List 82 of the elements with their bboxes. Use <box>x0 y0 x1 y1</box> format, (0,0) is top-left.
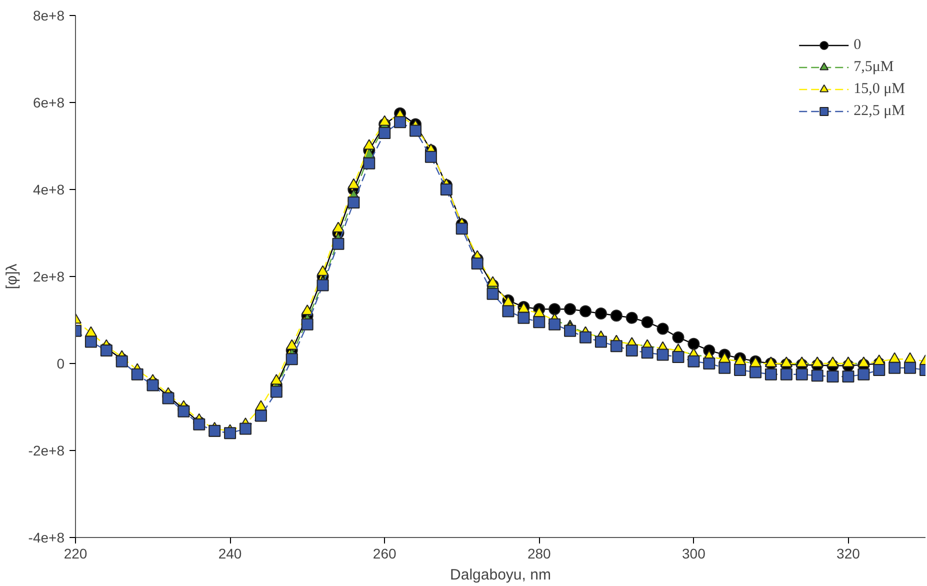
point <box>672 331 684 344</box>
point <box>363 157 376 170</box>
point <box>548 303 561 316</box>
y-tick-label: 6e+8 <box>32 94 65 110</box>
point <box>410 124 422 137</box>
point <box>796 368 808 380</box>
legend-label: 22,5 μM <box>854 102 905 120</box>
point <box>580 331 592 344</box>
point <box>734 364 746 376</box>
legend-label: 15,0 μM <box>854 80 905 98</box>
point <box>626 344 638 356</box>
x-tick-label: 280 <box>527 546 552 562</box>
point <box>378 115 391 126</box>
point <box>301 304 314 315</box>
point <box>394 116 406 128</box>
point <box>610 340 622 352</box>
point <box>594 336 607 348</box>
point <box>240 422 252 435</box>
x-axis-title: Dalgaboyu, nm <box>450 566 551 584</box>
point <box>858 368 870 380</box>
point <box>348 196 360 209</box>
y-tick-label: -2e+8 <box>28 442 65 458</box>
point <box>363 139 376 150</box>
point <box>564 324 576 337</box>
point <box>286 353 298 366</box>
point <box>641 316 654 328</box>
x-tick-label: 240 <box>218 546 242 562</box>
point <box>703 358 716 370</box>
point <box>486 288 499 300</box>
point <box>656 348 669 361</box>
point <box>594 307 607 320</box>
y-tick-label: 8e+8 <box>32 8 65 24</box>
y-tick-label: 2e+8 <box>32 268 65 284</box>
point <box>780 368 792 380</box>
point <box>332 238 344 250</box>
point <box>316 265 329 276</box>
point <box>750 366 762 378</box>
y-axis-title: [φ]λ <box>3 263 20 290</box>
point <box>610 310 622 322</box>
point <box>548 318 561 330</box>
point <box>224 427 236 440</box>
point <box>440 184 452 196</box>
x-tick-label: 220 <box>64 546 88 562</box>
point <box>316 279 329 292</box>
point <box>641 346 654 359</box>
point <box>672 350 684 363</box>
point <box>348 178 360 189</box>
point <box>564 303 576 316</box>
point <box>533 316 546 328</box>
point <box>456 222 468 235</box>
point <box>254 410 267 422</box>
point <box>873 364 886 376</box>
point <box>811 370 824 382</box>
x-tick-label: 260 <box>372 546 396 562</box>
point <box>718 362 731 374</box>
y-tick-label: 4e+8 <box>32 182 65 198</box>
point <box>518 312 530 324</box>
point <box>580 305 592 318</box>
point <box>904 362 916 374</box>
point <box>286 339 298 350</box>
point <box>688 338 700 350</box>
point <box>888 362 901 374</box>
point <box>424 150 437 163</box>
point <box>84 336 97 348</box>
point <box>626 312 638 324</box>
point <box>826 370 839 383</box>
x-tick-label: 300 <box>682 546 706 562</box>
point <box>656 322 669 335</box>
y-tick-label: 0 <box>56 356 65 372</box>
legend-label: 7,5μM <box>854 58 894 76</box>
point <box>131 368 144 380</box>
legend-label: 0 <box>854 36 862 54</box>
point <box>471 257 484 270</box>
point <box>842 370 854 383</box>
point <box>502 305 514 318</box>
point <box>301 318 314 330</box>
point <box>332 222 344 232</box>
x-tick-label: 320 <box>836 546 860 562</box>
point <box>688 355 700 368</box>
y-tick-label: -4e+8 <box>28 530 65 546</box>
point <box>764 368 777 380</box>
point <box>378 126 391 139</box>
